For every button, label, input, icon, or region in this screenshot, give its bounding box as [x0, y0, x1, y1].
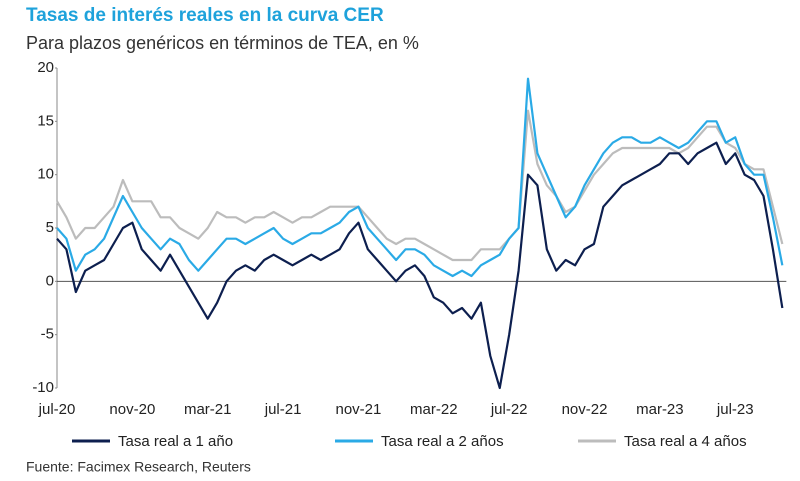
- legend-label: Tasa real a 2 años: [381, 433, 504, 450]
- legend-label: Tasa real a 1 año: [118, 433, 233, 450]
- y-tick-label: -5: [41, 326, 54, 343]
- series-line: [56, 109, 784, 262]
- x-tick-label: jul-21: [264, 401, 302, 418]
- chart-subtitle: Para plazos genéricos en términos de TEA…: [26, 33, 419, 53]
- x-tick-label: jul-23: [716, 401, 754, 418]
- series-line: [56, 77, 784, 278]
- x-tick-label: jul-20: [38, 401, 76, 418]
- x-tick-label: mar-22: [410, 401, 458, 418]
- x-tick-label: jul-22: [490, 401, 528, 418]
- series-line: [56, 141, 784, 390]
- x-tick-label: nov-21: [336, 401, 382, 418]
- legend-label: Tasa real a 4 años: [624, 433, 747, 450]
- y-tick-label: 10: [37, 166, 54, 183]
- source: Fuente: Facimex Research, Reuters: [26, 459, 251, 475]
- y-tick-label: -10: [32, 379, 54, 396]
- x-tick-label: mar-23: [636, 401, 684, 418]
- y-tick-label: 0: [46, 272, 54, 289]
- x-tick-label: nov-22: [562, 401, 608, 418]
- y-tick-label: 15: [37, 112, 54, 129]
- y-tick-label: 5: [46, 219, 54, 236]
- x-tick-label: mar-21: [184, 401, 232, 418]
- y-tick-label: 20: [37, 59, 54, 76]
- x-tick-label: nov-20: [109, 401, 155, 418]
- chart-title: Tasas de interés reales en la curva CER: [26, 5, 384, 26]
